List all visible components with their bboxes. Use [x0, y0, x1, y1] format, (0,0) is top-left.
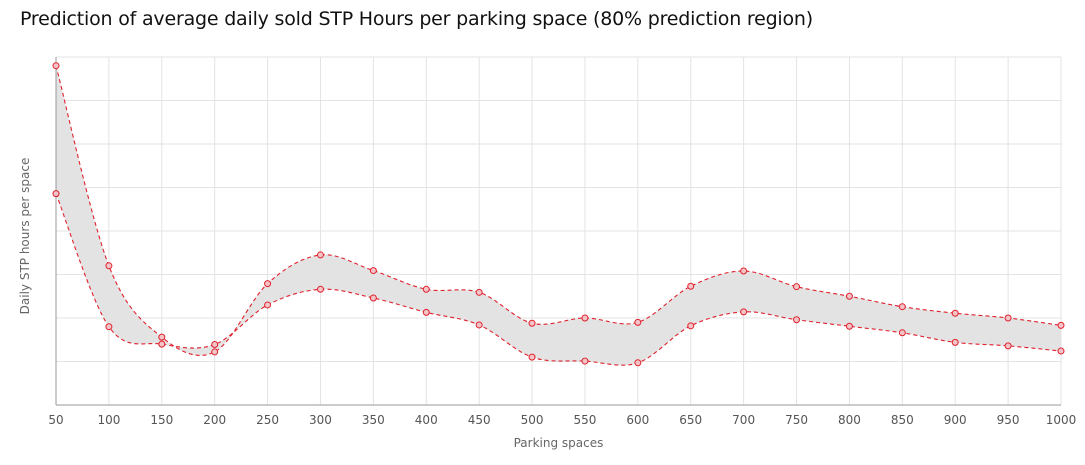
x-tick-label: 750 [785, 413, 808, 427]
lower-bound-point [528, 353, 536, 361]
upper-bound-point [687, 282, 695, 290]
lower-bound-point [158, 340, 166, 348]
x-tick-label: 200 [203, 413, 226, 427]
upper-bound-point [422, 285, 430, 293]
lower-bound-point [264, 301, 272, 309]
x-tick-label: 150 [150, 413, 173, 427]
x-tick-label: 600 [626, 413, 649, 427]
x-tick-label: 300 [309, 413, 332, 427]
upper-bound-point [898, 303, 906, 311]
lower-bound-point [211, 341, 219, 349]
x-tick-label: 250 [256, 413, 279, 427]
x-tick-label: 850 [891, 413, 914, 427]
x-tick-label: 900 [944, 413, 967, 427]
upper-bound-point [475, 288, 483, 296]
lower-bound-point [845, 322, 853, 330]
x-tick-label: 400 [415, 413, 438, 427]
x-tick-label: 800 [838, 413, 861, 427]
lower-bound-point [105, 323, 113, 331]
chart-title: Prediction of average daily sold STP Hou… [20, 8, 813, 30]
x-tick-label: 350 [362, 413, 385, 427]
upper-bound-point [581, 314, 589, 322]
x-tick-labels: 50 100 150 200 250 300 350 400 450 500 550 600 650 70… [48, 413, 1076, 427]
upper-bound-point [52, 62, 60, 70]
upper-bound-point [740, 267, 748, 275]
upper-bound-point [369, 267, 377, 275]
lower-bound-point [369, 294, 377, 302]
upper-bound-point [1057, 321, 1065, 329]
x-tick-label: 100 [97, 413, 120, 427]
lower-bound-point [581, 357, 589, 365]
lower-bound-point [951, 338, 959, 346]
lower-bound-point [740, 308, 748, 316]
x-tick-label: 50 [48, 413, 63, 427]
upper-bound-point [793, 283, 801, 291]
lower-bound-point [475, 321, 483, 329]
upper-bound-point [845, 292, 853, 300]
x-tick-label: 550 [573, 413, 596, 427]
data-points [52, 62, 1065, 367]
lower-bound-point [422, 308, 430, 316]
upper-bound-point [316, 251, 324, 259]
x-axis-label: Parking spaces [514, 436, 604, 450]
upper-bound-point [105, 262, 113, 270]
x-tick-label: 700 [732, 413, 755, 427]
x-tick-label: 500 [521, 413, 544, 427]
upper-bound-point [264, 280, 272, 288]
x-tick-label: 1000 [1046, 413, 1077, 427]
lower-bound-point [316, 285, 324, 293]
upper-bound-point [528, 319, 536, 327]
upper-bound-point [951, 309, 959, 317]
lower-bound-line [55, 193, 1062, 366]
lower-bound-point [793, 316, 801, 324]
lower-bound-point [687, 322, 695, 330]
x-tick-label: 650 [679, 413, 702, 427]
upper-bound-point [1004, 314, 1012, 322]
upper-bound-point [634, 318, 642, 326]
lower-bound-point [634, 359, 642, 367]
prediction-band [56, 65, 1061, 366]
lower-bound-point [52, 190, 60, 198]
x-tick-label: 450 [468, 413, 491, 427]
x-tick-label: 950 [997, 413, 1020, 427]
lower-bound-point [898, 329, 906, 337]
lower-bound-point [1004, 342, 1012, 350]
upper-bound-point [211, 348, 219, 356]
y-axis-label: Daily STP hours per space [18, 158, 32, 315]
upper-bound-point [158, 333, 166, 341]
lower-bound-point [1057, 347, 1065, 355]
